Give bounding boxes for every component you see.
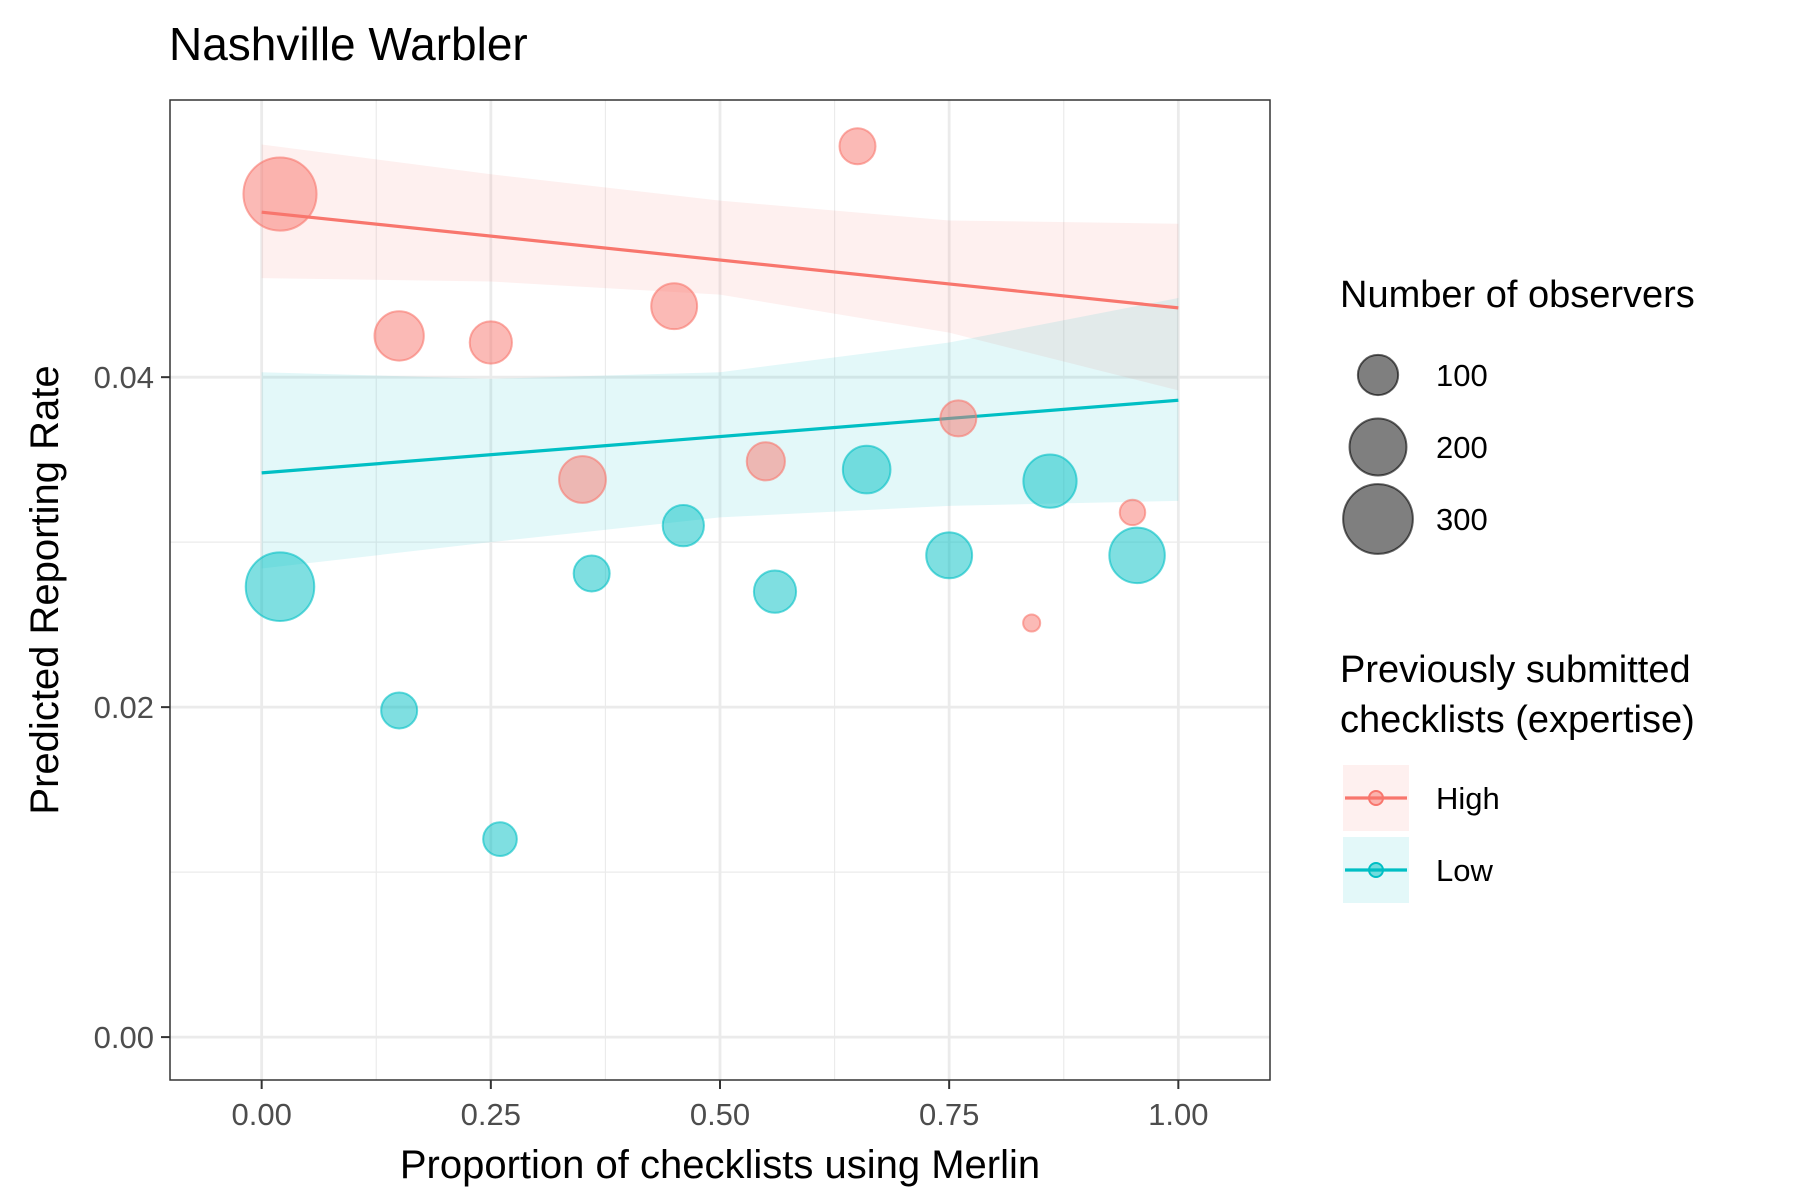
size-legend-key — [1342, 483, 1414, 555]
data-point-high — [242, 156, 318, 232]
data-point-low — [244, 551, 316, 622]
y-axis-label: Predicted Reporting Rate — [23, 365, 67, 814]
y-tick-label: 0.02 — [94, 690, 154, 725]
size-legend-key — [1356, 353, 1400, 397]
data-point-low — [841, 444, 892, 495]
fit-lines — [261, 210, 1179, 475]
data-point-low — [925, 531, 974, 580]
color-legend-keys: High Low — [1343, 765, 1500, 903]
ci-ribbon-low — [261, 297, 1179, 569]
data-point-high — [468, 320, 513, 365]
x-axis-label: Proportion of checklists using Merlin — [400, 1143, 1040, 1187]
size-legend-label: 300 — [1436, 502, 1488, 537]
x-tick-label: 0.25 — [461, 1097, 521, 1132]
data-point-high — [838, 127, 877, 166]
color-legend-label: Low — [1436, 853, 1493, 888]
color-legend-title-line-2: checklists (expertise) — [1340, 699, 1695, 741]
data-point-low — [380, 691, 419, 730]
data-point-low — [661, 504, 705, 548]
data-point-high — [939, 399, 978, 438]
fit-line-high — [261, 210, 1179, 310]
x-tick-label: 0.00 — [231, 1097, 291, 1132]
data-point-high — [373, 310, 425, 362]
data-point-low — [752, 569, 798, 614]
data-point-low — [1108, 526, 1166, 585]
color-legend-title-line-1: Previously submitted — [1340, 649, 1691, 691]
size-legend: Number of observers 100 200 300 — [1340, 274, 1695, 555]
axes: 0.00 0.25 0.50 0.75 1.00 0.00 0.02 0.04 — [94, 360, 1209, 1132]
color-legend: Previously submitted checklists (experti… — [1340, 649, 1695, 903]
size-legend-keys: 100 200 300 — [1342, 353, 1488, 555]
data-points — [242, 127, 1166, 857]
size-legend-label: 100 — [1436, 358, 1488, 393]
plot-panel — [169, 99, 1271, 1081]
data-point-high — [1118, 498, 1147, 527]
size-legend-key — [1348, 417, 1408, 477]
size-legend-title: Number of observers — [1340, 274, 1695, 316]
ci-ribbon-high — [261, 144, 1179, 391]
x-tick-label: 0.75 — [919, 1097, 979, 1132]
data-point-high — [745, 441, 786, 482]
x-tick-label: 1.00 — [1148, 1097, 1208, 1132]
data-point-low — [482, 821, 518, 857]
confidence-ribbons — [261, 144, 1179, 569]
data-point-low — [1022, 453, 1078, 509]
data-point-low — [572, 554, 611, 593]
x-tick-label: 0.50 — [690, 1097, 750, 1132]
data-point-high — [1022, 613, 1042, 633]
y-tick-label: 0.00 — [94, 1020, 154, 1055]
chart-title: Nashville Warbler — [169, 18, 528, 70]
data-point-high — [558, 455, 607, 504]
color-legend-key-point — [1368, 862, 1384, 878]
color-legend-label: High — [1436, 781, 1500, 816]
fit-line-low — [261, 398, 1179, 475]
data-point-high — [650, 282, 699, 331]
y-tick-label: 0.04 — [94, 360, 154, 395]
color-legend-key-point — [1368, 790, 1384, 806]
size-legend-label: 200 — [1436, 430, 1488, 465]
